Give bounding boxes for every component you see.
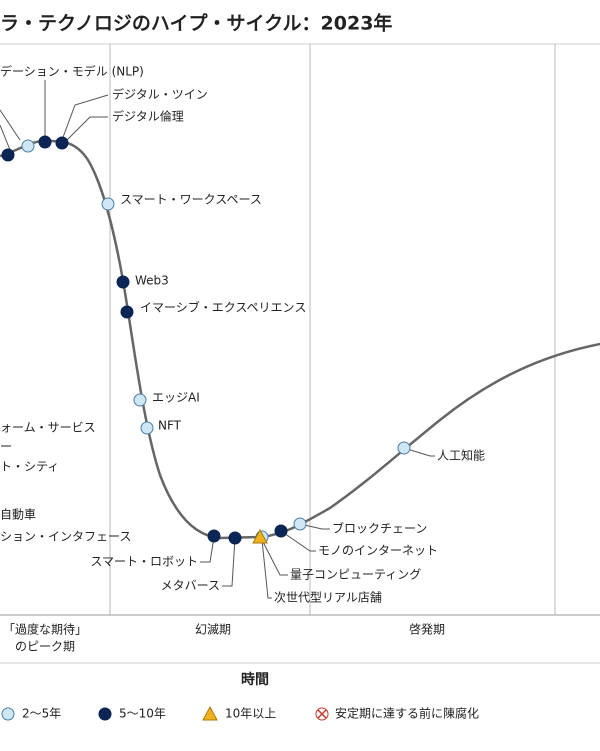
node-label: スマート・ロボット: [90, 555, 198, 569]
legend-icon: [1, 707, 15, 721]
node-marker: [274, 524, 288, 538]
node-label: ォーム・サービス: [0, 421, 96, 435]
legend-label: 5〜10年: [119, 707, 166, 721]
node-marker: [397, 441, 411, 455]
legend-icon: [202, 705, 218, 721]
phase-label: 啓発期: [409, 622, 445, 637]
node-marker: [1, 148, 15, 162]
node-label: 量子コンピューティング: [290, 568, 421, 582]
legend-label: 安定期に達する前に陳腐化: [335, 706, 479, 721]
node-marker: [55, 136, 69, 150]
node-label: 人工知能: [437, 449, 485, 463]
title: ラ・テクノロジのハイプ・サイクル：2023年: [0, 12, 392, 35]
node-label: スマート・ワークスペース: [120, 193, 262, 207]
legend-label: 2〜5年: [22, 707, 61, 721]
node-marker: [38, 135, 52, 149]
node-marker: [207, 529, 221, 543]
node-label: ブロックチェーン: [332, 521, 427, 536]
node-marker: [228, 531, 242, 545]
node-marker: [140, 421, 154, 435]
hype-curve: [0, 139, 600, 540]
legend-label: 10年以上: [225, 707, 276, 721]
node-marker: [133, 393, 147, 407]
node-label: ー: [0, 440, 12, 454]
node-marker: [293, 517, 307, 531]
node-label: NFT: [158, 419, 182, 433]
node-label: モノのインターネット: [318, 544, 438, 558]
node-label: デジタル・ツイン: [112, 87, 208, 102]
phase-label: のピーク期: [15, 640, 75, 654]
node-label: エッジAI: [152, 391, 200, 405]
node-label: イマーシブ・エクスペリエンス: [140, 300, 306, 315]
node-label: 自動車: [0, 508, 36, 522]
node-marker: [21, 139, 35, 153]
node-marker: [120, 305, 134, 319]
node-marker: [252, 528, 268, 544]
node-label: メタバース: [161, 579, 220, 593]
leader-lines: [0, 80, 435, 599]
axis-label: 時間: [241, 671, 269, 688]
node-label: Web3: [135, 274, 169, 288]
node-marker: [101, 197, 115, 211]
node-label: デジタル倫理: [112, 109, 184, 124]
node-label: 次世代型リアル店舗: [274, 591, 382, 605]
node-label: ト・シティ: [0, 460, 59, 474]
legend-icon: [98, 707, 112, 721]
node-label: ション・インタフェース: [0, 530, 131, 544]
node-marker: [116, 275, 130, 289]
phase-label: 幻滅期: [195, 623, 231, 637]
node-label: デーション・モデル (NLP): [0, 64, 144, 79]
legend-icon: [317, 709, 327, 719]
phase-label: 「過度な期待」: [3, 622, 87, 637]
